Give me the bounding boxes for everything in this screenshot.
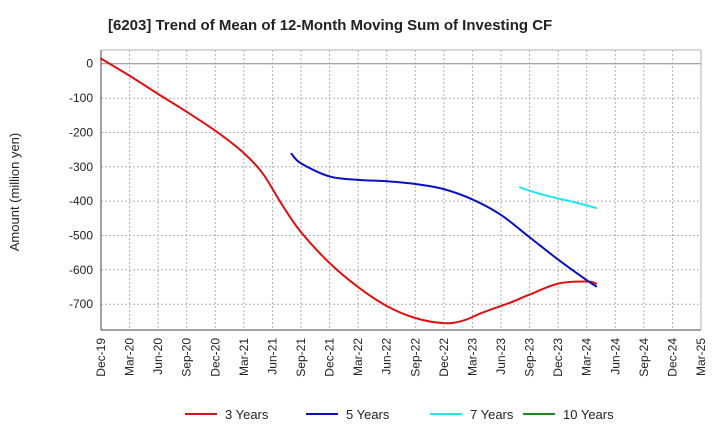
y-tick-label: -400 <box>69 194 93 208</box>
x-tick-label: Mar-24 <box>580 338 594 376</box>
x-tick-label: Sep-24 <box>637 338 651 377</box>
x-tick-label: Sep-23 <box>523 338 537 377</box>
series-line-3-years <box>100 57 598 325</box>
x-tick-label: Jun-24 <box>608 338 622 375</box>
x-tick-label: Sep-21 <box>294 338 308 377</box>
plot-background <box>101 50 701 330</box>
x-tick-label: Jun-20 <box>151 338 165 375</box>
series-line-7-years <box>519 186 598 210</box>
x-tick-label: Jun-22 <box>380 338 394 375</box>
y-tick-label: -600 <box>69 263 93 277</box>
x-tick-label: Mar-20 <box>123 338 137 376</box>
plot-area: 0 -100 -200 -300 -400 -500 -600 -700 Dec-19 Mar-2… <box>69 49 708 377</box>
x-tick-label: Dec-24 <box>665 338 679 377</box>
x-tick-label: Dec-21 <box>323 338 337 377</box>
legend-label-3-years: 3 Years <box>225 407 269 422</box>
x-tick-label: Dec-19 <box>94 338 108 377</box>
x-tick-label: Dec-22 <box>437 338 451 377</box>
legend-label-5-years: 5 Years <box>346 407 390 422</box>
y-tick-label: -500 <box>69 229 93 243</box>
x-tick-label: Jun-21 <box>265 338 279 375</box>
y-tick-label: -300 <box>69 160 93 174</box>
x-tick-label: Dec-20 <box>208 338 222 377</box>
legend-label-7-years: 7 Years <box>470 407 514 422</box>
x-tick-label: Sep-20 <box>180 338 194 377</box>
y-tick-label: -100 <box>69 91 93 105</box>
y-tick-label: 0 <box>86 57 93 71</box>
x-tick-label: Mar-22 <box>351 338 365 376</box>
y-axis-label: Amount (million yen) <box>7 133 22 252</box>
legend-label-10-years: 10 Years <box>563 407 614 422</box>
y-tick-label: -200 <box>69 125 93 139</box>
chart-title: [6203] Trend of Mean of 12-Month Moving … <box>108 17 552 34</box>
x-tick-label: Mar-25 <box>694 338 708 376</box>
y-tick-label: -700 <box>69 297 93 311</box>
x-tick-label: Dec-23 <box>551 338 565 377</box>
x-tick-label: Mar-21 <box>237 338 251 376</box>
x-tick-label: Mar-23 <box>465 338 479 376</box>
x-tick-label: Jun-23 <box>494 338 508 375</box>
legend: 3 Years 5 Years 7 Years 10 Years <box>185 407 614 422</box>
x-tick-label: Sep-22 <box>408 338 422 377</box>
series-line-5-years <box>290 152 598 288</box>
